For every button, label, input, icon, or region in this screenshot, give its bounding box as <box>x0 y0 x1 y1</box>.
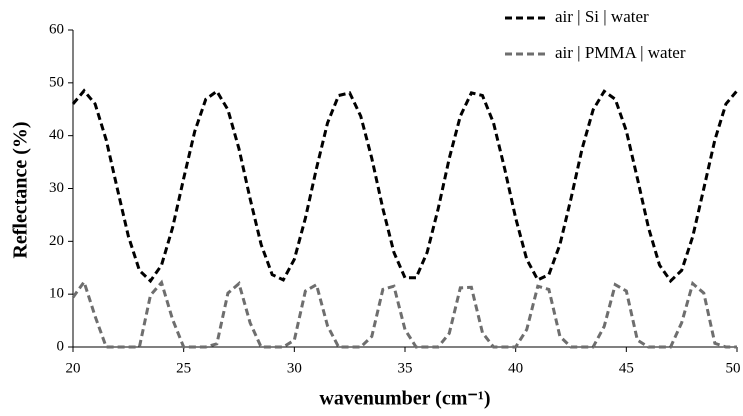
y-tick-label: 50 <box>49 74 64 90</box>
x-tick-label: 40 <box>508 360 523 376</box>
y-tick-label: 10 <box>49 286 64 302</box>
y-tick-label: 40 <box>49 127 64 143</box>
y-tick-label: 60 <box>49 21 64 37</box>
y-tick-label: 30 <box>49 180 64 196</box>
x-tick-label: 20 <box>66 360 81 376</box>
legend-label: air | PMMA | water <box>555 43 686 62</box>
data-line <box>71 278 737 349</box>
y-tick-label: 20 <box>49 233 64 249</box>
x-axis-title: wavenumber (cm⁻¹) <box>319 388 490 410</box>
x-tick-label: 50 <box>726 360 741 376</box>
y-axis-title: Reflectance (%) <box>10 121 32 258</box>
data-line <box>71 88 739 284</box>
y-tick-label: 0 <box>57 338 65 354</box>
x-tick-label: 35 <box>398 360 413 376</box>
x-tick-label: 30 <box>287 360 302 376</box>
x-tick-label: 25 <box>176 360 191 376</box>
x-tick-label: 45 <box>619 360 634 376</box>
legend-label: air | Si | water <box>555 7 649 26</box>
